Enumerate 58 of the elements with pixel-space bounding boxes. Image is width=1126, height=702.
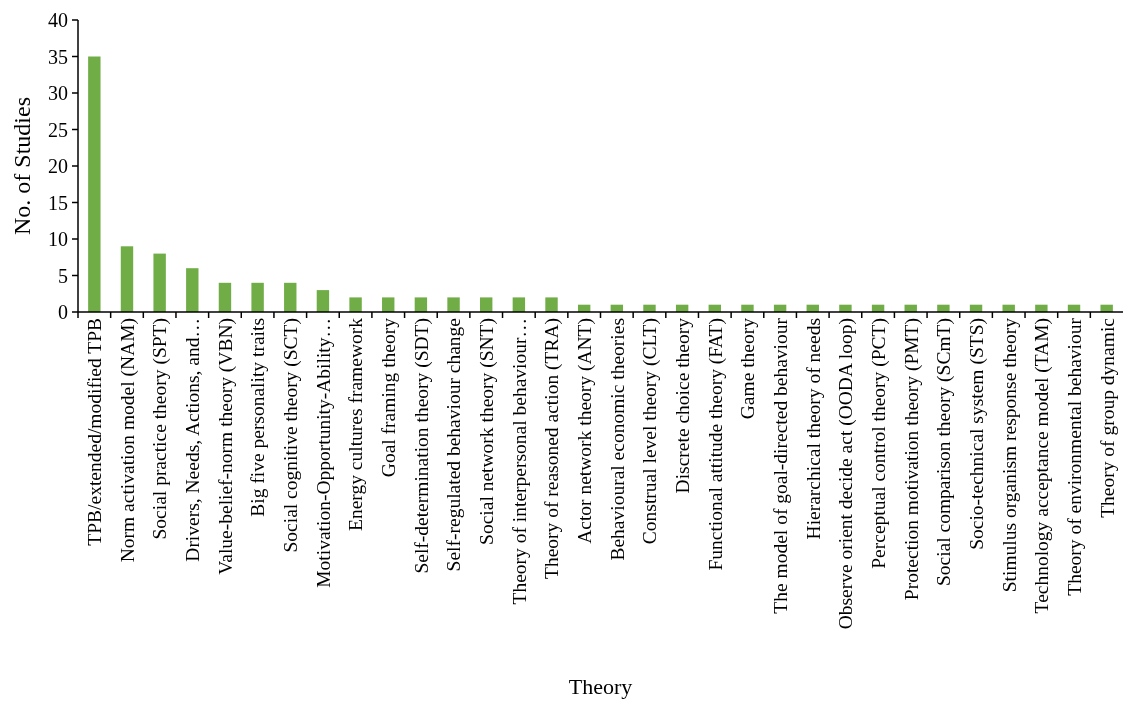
bar [545, 297, 558, 312]
y-tick-label: 25 [48, 118, 68, 141]
x-tick-label: Functional attitude theory (FAT) [704, 318, 727, 571]
x-tick-label: Actor network theory (ANT) [574, 318, 596, 544]
y-tick-label: 10 [48, 228, 68, 250]
x-tick-label: Theory of group dynamic [1096, 317, 1118, 518]
y-tick-label: 0 [58, 301, 68, 323]
bar [447, 297, 460, 312]
bar [382, 297, 395, 312]
y-tick-label: 30 [48, 82, 68, 104]
y-tick-label: 35 [48, 45, 68, 68]
x-tick-label: Theory of reasoned action (TRA) [541, 318, 564, 579]
bar [480, 297, 493, 312]
x-tick-label: Game theory [737, 317, 759, 420]
x-tick-label: Social practice theory (SPT) [149, 318, 172, 540]
x-tick-label: Drivers, Needs, Actions, and… [182, 318, 204, 562]
x-tick-label: Theory of interpersonal behaviour… [508, 318, 530, 605]
bar [316, 290, 330, 312]
x-tick-label: Perceptual control theory (PCT) [867, 318, 890, 569]
y-axis-title: No. of Studies [9, 97, 35, 235]
x-tick-label: Social cognitive theory (SCT) [280, 318, 303, 553]
x-tick-label: Value-belief-norm theory (VBN) [214, 318, 237, 575]
x-tick-label: Norm activation model (NAM) [116, 318, 139, 563]
x-tick-label: Stimulus organism response theory [998, 317, 1020, 593]
x-tick-label: Hierarchical theory of needs [802, 318, 824, 540]
x-tick-label: Technology acceptance model (TAM) [1031, 318, 1054, 614]
y-tick-label: 5 [58, 264, 68, 287]
x-tick-label: Self-determination theory (SDT) [410, 318, 433, 574]
bar [153, 253, 166, 312]
bar [251, 282, 264, 312]
bar [284, 282, 297, 312]
y-tick-label: 20 [48, 155, 68, 177]
x-tick-label: Protection motivation theory (PMT) [900, 318, 923, 601]
x-tick-label: Big five personality traits [247, 318, 269, 517]
x-tick-label: Social comparison theory (SCmT) [933, 318, 956, 587]
bar [349, 297, 362, 312]
y-tick-label: 40 [48, 9, 68, 31]
x-tick-label: Energy cultures framework [345, 317, 367, 531]
x-axis-title: Theory [568, 674, 633, 699]
x-tick-label: Goal framing theory [378, 317, 400, 478]
bar [186, 268, 199, 312]
y-tick-label: 15 [48, 191, 68, 214]
x-tick-label: Social network theory (SNT) [476, 318, 499, 545]
bar [512, 297, 526, 312]
x-tick-label: TPB/extended/modified TPB [84, 318, 106, 546]
x-tick-label: Socio-technical system (STS) [965, 318, 988, 550]
x-tick-label: Behavioural economic theories [606, 318, 628, 561]
x-tick-label: Theory of environmental behaviour [1063, 317, 1085, 596]
x-tick-label: Discrete choice theory [671, 317, 693, 494]
x-tick-label: Self-regulated behaviour change [443, 318, 465, 572]
x-tick-label: The model of goal-directed behaviour [769, 317, 791, 614]
bar [120, 246, 134, 312]
x-tick-label: Observe orient decide act (OODA loop) [835, 318, 858, 630]
x-tick-label: Motivation-Opportunity-Ability… [312, 318, 334, 588]
bar [414, 297, 428, 312]
bar [88, 56, 101, 312]
x-tick-label: Construal level theory (CLT) [639, 318, 662, 545]
bar [218, 282, 232, 312]
